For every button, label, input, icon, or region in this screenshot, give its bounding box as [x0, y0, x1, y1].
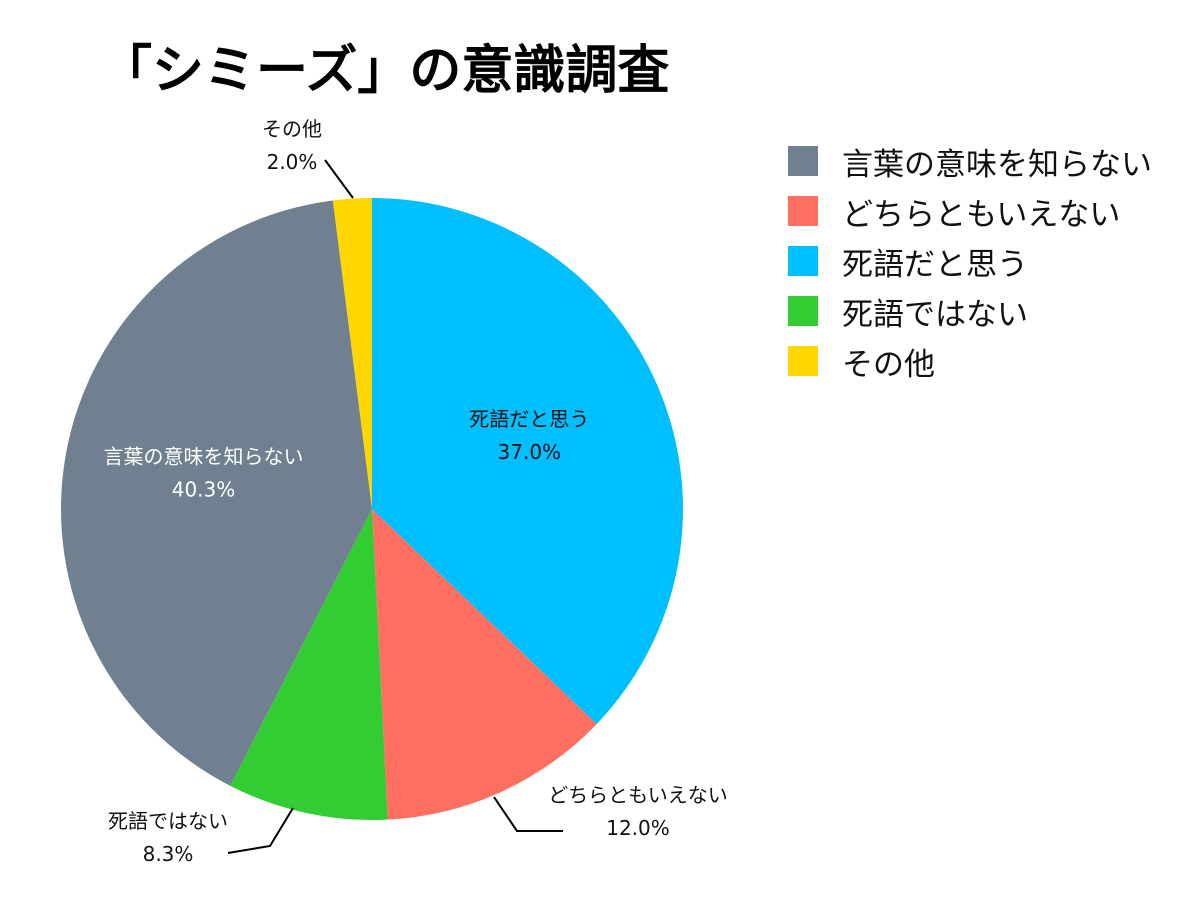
slice-label: 死語だと思う 37.0%: [469, 407, 589, 464]
legend-swatch: [788, 246, 818, 276]
pie-slice: [372, 509, 597, 820]
legend-label: その他: [842, 346, 935, 383]
slice-labels: 死語だと思う 37.0% どちらともいえない 12.0% 死語ではない 8.3% 言葉の意味…: [104, 117, 728, 866]
slice-label-name: その他: [262, 117, 322, 141]
legend: 言葉の意味を知らない どちらともいえない 死語だと思う 死語ではない その他: [788, 136, 1152, 386]
legend-label: 死語ではない: [842, 296, 1028, 333]
slice-label-name: 言葉の意味を知らない: [104, 445, 304, 469]
legend-label: 言葉の意味を知らない: [842, 146, 1152, 183]
leader-line: [493, 796, 563, 832]
legend-swatch: [788, 146, 818, 176]
leader-lines: [227, 159, 563, 854]
legend-item: その他: [788, 336, 1152, 386]
slice-label-value: 8.3%: [143, 842, 194, 866]
legend-swatch: [788, 346, 818, 376]
slice-label-value: 12.0%: [606, 816, 670, 840]
slice-label: 言葉の意味を知らない 40.3%: [104, 445, 304, 502]
slice-label-value: 40.3%: [172, 478, 236, 502]
legend-item: 死語ではない: [788, 286, 1152, 336]
pie-slice: [230, 509, 388, 820]
legend-swatch: [788, 296, 818, 326]
leader-line: [227, 807, 294, 854]
slice-label: 死語ではない 8.3%: [108, 809, 228, 866]
slice-label: どちらともいえない 12.0%: [548, 783, 728, 840]
pie-slice: [60, 200, 373, 786]
slice-label-value: 37.0%: [498, 440, 562, 464]
slice-label-name: 死語だと思う: [469, 407, 589, 431]
slice-label-name: 死語ではない: [108, 809, 228, 833]
legend-label: どちらともいえない: [842, 196, 1121, 233]
legend-item: 言葉の意味を知らない: [788, 136, 1152, 186]
legend-item: どちらともいえない: [788, 186, 1152, 236]
legend-swatch: [788, 196, 818, 226]
chart-title: 「シミーズ」の意識調査: [100, 41, 670, 101]
legend-item: 死語だと思う: [788, 236, 1152, 286]
pie-slice: [372, 198, 683, 724]
slice-label-name: どちらともいえない: [548, 783, 728, 807]
legend-label: 死語だと思う: [842, 246, 1028, 283]
leader-line: [324, 159, 354, 199]
slice-label-value: 2.0%: [267, 150, 318, 174]
pie-slices: [60, 197, 683, 820]
slice-label: その他 2.0%: [262, 117, 322, 174]
pie-slice: [332, 197, 372, 509]
